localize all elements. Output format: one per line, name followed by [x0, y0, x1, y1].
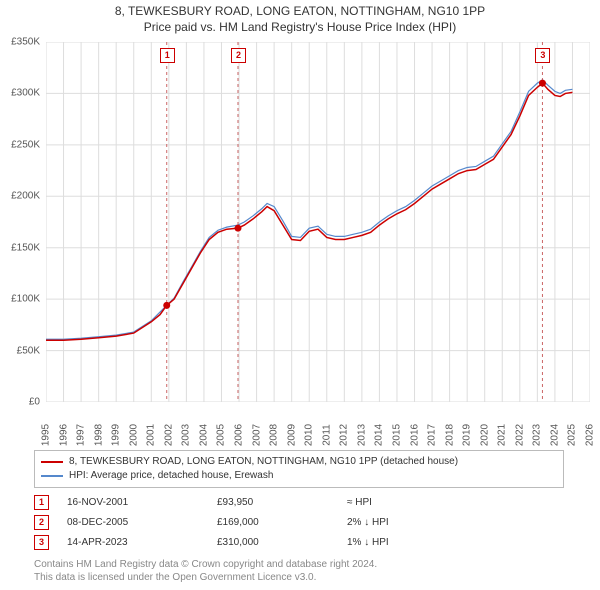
- title-line-2: Price paid vs. HM Land Registry's House …: [0, 20, 600, 34]
- sale-date: 14-APR-2023: [67, 537, 217, 548]
- marker-ref-icon: 2: [34, 515, 49, 530]
- x-tick-label: 2007: [251, 424, 262, 446]
- legend-item: HPI: Average price, detached house, Erew…: [41, 469, 557, 483]
- x-tick-label: 2013: [356, 424, 367, 446]
- x-tick-label: 2012: [339, 424, 350, 446]
- y-tick-label: £100K: [11, 294, 40, 305]
- footer-line-1: Contains HM Land Registry data © Crown c…: [34, 558, 377, 571]
- x-tick-label: 2002: [163, 424, 174, 446]
- x-tick-label: 1998: [93, 424, 104, 446]
- x-tick-label: 2001: [146, 424, 157, 446]
- x-tick-label: 2005: [216, 424, 227, 446]
- x-tick-label: 2008: [269, 424, 280, 446]
- sale-price: £93,950: [217, 497, 347, 508]
- sale-price: £169,000: [217, 517, 347, 528]
- x-tick-label: 1999: [111, 424, 122, 446]
- x-tick-label: 2024: [549, 424, 560, 446]
- x-tick-label: 2010: [304, 424, 315, 446]
- marker-label-icon: 1: [160, 48, 175, 63]
- chart-container: 8, TEWKESBURY ROAD, LONG EATON, NOTTINGH…: [0, 0, 600, 590]
- marker-label-icon: 2: [231, 48, 246, 63]
- table-row: 1 16-NOV-2001 £93,950 ≈ HPI: [34, 492, 564, 512]
- y-tick-label: £300K: [11, 88, 40, 99]
- marker-ref-icon: 3: [34, 535, 49, 550]
- x-tick-label: 2009: [286, 424, 297, 446]
- legend-item: 8, TEWKESBURY ROAD, LONG EATON, NOTTINGH…: [41, 455, 557, 469]
- hpi-comparison: 1% ↓ HPI: [347, 537, 487, 548]
- sale-price: £310,000: [217, 537, 347, 548]
- y-tick-label: £150K: [11, 242, 40, 253]
- x-tick-label: 2022: [514, 424, 525, 446]
- y-tick-label: £350K: [11, 37, 40, 48]
- x-tick-label: 2011: [321, 424, 332, 446]
- x-tick-label: 1997: [76, 424, 87, 446]
- title-line-1: 8, TEWKESBURY ROAD, LONG EATON, NOTTINGH…: [0, 4, 600, 18]
- x-tick-label: 1996: [58, 424, 69, 446]
- x-tick-label: 2019: [462, 424, 473, 446]
- legend-label: HPI: Average price, detached house, Erew…: [69, 469, 273, 483]
- y-tick-label: £200K: [11, 191, 40, 202]
- table-row: 2 08-DEC-2005 £169,000 2% ↓ HPI: [34, 512, 564, 532]
- x-tick-label: 2006: [234, 424, 245, 446]
- sale-date: 16-NOV-2001: [67, 497, 217, 508]
- x-tick-label: 2000: [128, 424, 139, 446]
- price-table: 1 16-NOV-2001 £93,950 ≈ HPI 2 08-DEC-200…: [34, 492, 564, 552]
- x-tick-label: 2023: [532, 424, 543, 446]
- x-tick-label: 2003: [181, 424, 192, 446]
- footer-line-2: This data is licensed under the Open Gov…: [34, 571, 377, 584]
- x-tick-label: 2018: [444, 424, 455, 446]
- marker-ref-icon: 1: [34, 495, 49, 510]
- footer-attribution: Contains HM Land Registry data © Crown c…: [34, 558, 377, 584]
- x-tick-label: 2026: [585, 424, 596, 446]
- legend-label: 8, TEWKESBURY ROAD, LONG EATON, NOTTINGH…: [69, 455, 458, 469]
- x-tick-label: 2016: [409, 424, 420, 446]
- chart-svg: [46, 42, 590, 402]
- x-axis: 1995199619971998199920002001200220032004…: [46, 405, 590, 450]
- x-tick-label: 1995: [41, 424, 52, 446]
- x-tick-label: 2004: [198, 424, 209, 446]
- x-tick-label: 2020: [479, 424, 490, 446]
- x-tick-label: 2017: [427, 424, 438, 446]
- y-tick-label: £250K: [11, 139, 40, 150]
- y-tick-label: £0: [29, 397, 40, 408]
- hpi-comparison: ≈ HPI: [347, 497, 487, 508]
- legend: 8, TEWKESBURY ROAD, LONG EATON, NOTTINGH…: [34, 450, 564, 488]
- x-tick-label: 2015: [391, 424, 402, 446]
- x-tick-label: 2025: [567, 424, 578, 446]
- marker-label-icon: 3: [535, 48, 550, 63]
- table-row: 3 14-APR-2023 £310,000 1% ↓ HPI: [34, 532, 564, 552]
- x-tick-label: 2014: [374, 424, 385, 446]
- chart-title: 8, TEWKESBURY ROAD, LONG EATON, NOTTINGH…: [0, 0, 600, 34]
- legend-swatch: [41, 461, 63, 463]
- chart-plot-area: [46, 42, 590, 402]
- hpi-comparison: 2% ↓ HPI: [347, 517, 487, 528]
- x-tick-label: 2021: [497, 424, 508, 446]
- y-tick-label: £50K: [17, 345, 40, 356]
- legend-swatch: [41, 475, 63, 477]
- sale-date: 08-DEC-2005: [67, 517, 217, 528]
- y-axis: £0£50K£100K£150K£200K£250K£300K£350K: [0, 42, 44, 402]
